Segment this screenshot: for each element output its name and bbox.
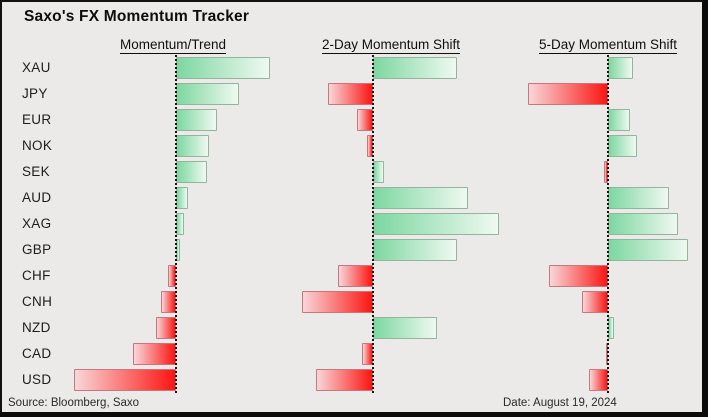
row-label-usd: USD [22,372,52,387]
bar-5day-shift-nok [608,135,637,157]
row-label-nok: NOK [22,138,53,153]
panel-header-momentum-trend: Momentum/Trend [119,37,227,54]
bar-2day-shift-usd [316,369,373,391]
bar-momentum-trend-xau [176,57,270,79]
bar-2day-shift-xau [373,57,457,79]
zero-baseline-2day-shift [372,55,374,393]
row-label-xag: XAG [22,216,52,231]
bar-5day-shift-usd [589,369,608,391]
row-label-cad: CAD [22,346,52,361]
bar-5day-shift-jpy [528,83,608,105]
bar-2day-shift-cnh [302,291,373,313]
frame-border-right [702,0,708,420]
bar-momentum-trend-cad [133,343,176,365]
frame-border-bottom [0,412,708,417]
page-title: Saxo's FX Momentum Tracker [24,8,250,25]
frame-bottom-margin [0,417,708,420]
bar-5day-shift-gbp [608,239,688,261]
bar-2day-shift-chf [338,265,373,287]
bar-2day-shift-sek [373,161,384,183]
bar-2day-shift-nzd [373,317,437,339]
bar-momentum-trend-eur [176,109,217,131]
row-label-chf: CHF [22,268,51,283]
bar-momentum-trend-aud [176,187,188,209]
bar-momentum-trend-usd [74,369,176,391]
bar-5day-shift-eur [608,109,630,131]
bar-2day-shift-eur [357,109,373,131]
row-label-aud: AUD [22,190,52,205]
bar-2day-shift-gbp [373,239,457,261]
zero-baseline-momentum-trend [175,55,177,393]
bar-momentum-trend-nzd [156,317,176,339]
bar-5day-shift-cnh [582,291,608,313]
bar-momentum-trend-sek [176,161,207,183]
panel-header-5day-shift: 5-Day Momentum Shift [538,37,678,54]
row-label-nzd: NZD [22,320,51,335]
bar-5day-shift-xau [608,57,633,79]
row-label-sek: SEK [22,164,50,179]
source-note: Source: Bloomberg, Saxo [8,397,140,409]
date-note: Date: August 19, 2024 [503,397,617,409]
bar-2day-shift-jpy [328,83,373,105]
bar-momentum-trend-nok [176,135,209,157]
row-label-jpy: JPY [22,86,48,101]
row-label-xau: XAU [22,60,51,75]
row-label-cnh: CNH [22,294,53,309]
frame-border-top [0,0,708,2]
bar-momentum-trend-cnh [161,291,176,313]
row-label-gbp: GBP [22,242,52,257]
bar-momentum-trend-xag [176,213,184,235]
bar-5day-shift-xag [608,213,678,235]
zero-baseline-5day-shift [607,55,609,393]
bar-5day-shift-chf [549,265,608,287]
panel-header-2day-shift: 2-Day Momentum Shift [321,37,461,54]
bar-momentum-trend-jpy [176,83,239,105]
row-label-eur: EUR [22,112,52,127]
bar-5day-shift-aud [608,187,669,209]
bar-2day-shift-aud [373,187,468,209]
bar-2day-shift-xag [373,213,499,235]
frame-border-left [0,0,2,420]
